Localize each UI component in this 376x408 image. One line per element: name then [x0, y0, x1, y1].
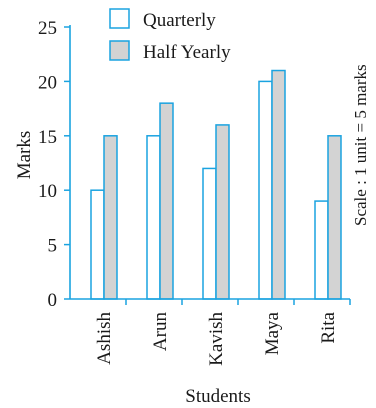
legend-swatch-quarterly	[109, 8, 130, 29]
legend-label-half-yearly: Half Yearly	[143, 42, 231, 63]
bar-arun-half-yearly	[159, 102, 174, 300]
bar-arun-quarterly	[146, 135, 161, 300]
x-axis-title: Students	[185, 386, 250, 407]
scale-annotation: Scale : 1 unit = 5 marks	[351, 64, 370, 226]
x-category-label-ashish: Ashish	[94, 312, 115, 365]
x-categories-group: Ashish Arun Kavish Maya Rita	[94, 311, 339, 365]
y-axis-title: Marks	[14, 131, 35, 180]
bars-group	[90, 69, 342, 300]
x-category-label-rita: Rita	[318, 311, 339, 343]
y-tick-label-5: 5	[48, 236, 58, 257]
legend: Quarterly Half Yearly	[109, 8, 231, 63]
y-tick-label-20: 20	[38, 72, 57, 93]
legend-label-quarterly: Quarterly	[143, 10, 216, 31]
y-ticks-group: 0 5 10 15 20 25	[38, 18, 70, 311]
y-tick-label-15: 15	[38, 127, 57, 148]
axes-group	[69, 25, 351, 305]
bar-maya-half-yearly	[271, 69, 286, 300]
x-category-label-kavish: Kavish	[206, 312, 227, 366]
bar-rita-half-yearly	[327, 135, 342, 300]
y-tick-label-10: 10	[38, 181, 57, 202]
y-tick-label-25: 25	[38, 18, 57, 39]
bar-ashish-half-yearly	[103, 135, 118, 300]
bar-ashish-quarterly	[90, 189, 105, 300]
bar-kavish-quarterly	[202, 167, 217, 300]
legend-swatch-half-yearly	[109, 40, 130, 61]
x-category-label-arun: Arun	[150, 312, 171, 352]
y-tick-label-0: 0	[48, 290, 58, 311]
bar-rita-quarterly	[314, 200, 329, 300]
bar-kavish-half-yearly	[215, 124, 230, 300]
bar-maya-quarterly	[258, 80, 273, 300]
x-category-label-maya: Maya	[262, 311, 283, 355]
